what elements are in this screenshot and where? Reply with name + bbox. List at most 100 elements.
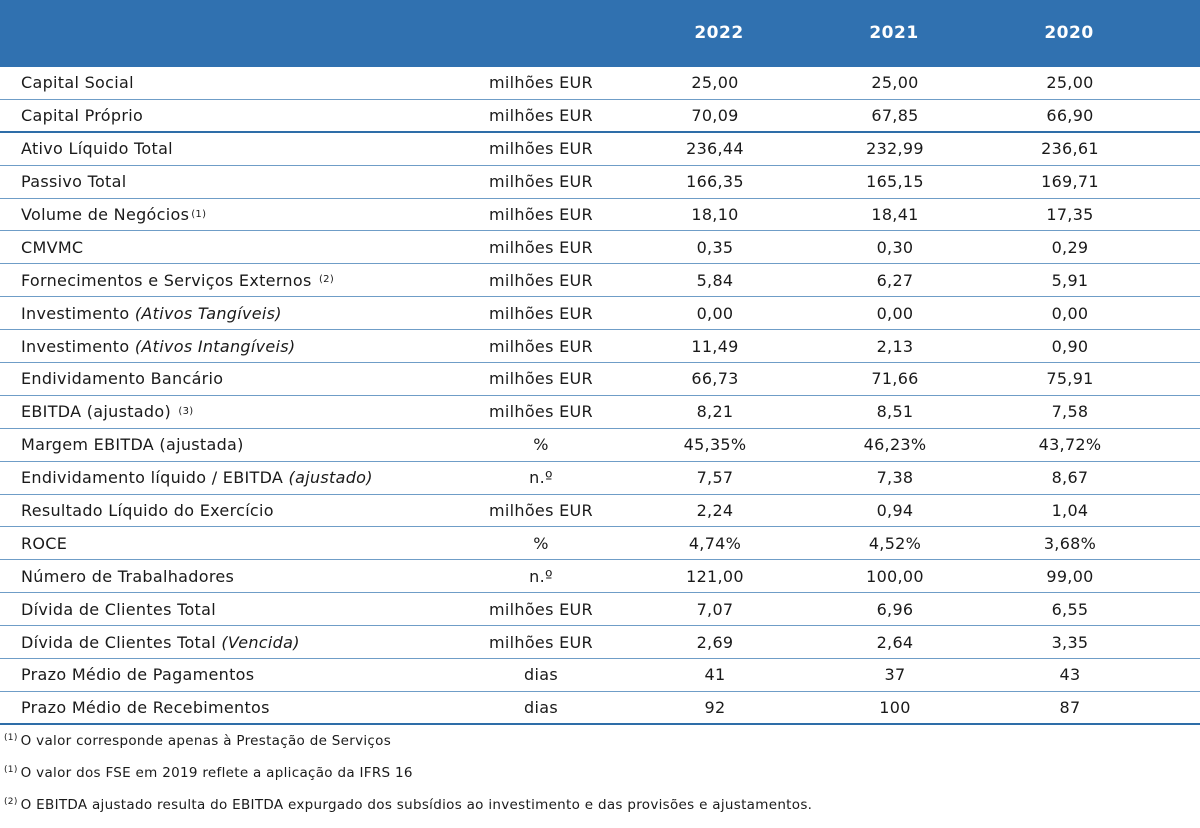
value-2021: 0,30 <box>876 237 914 257</box>
row-label-text: CMVMC <box>21 237 84 257</box>
table-row: Investimento (Ativos Tangíveis) milhões E… <box>0 297 1200 331</box>
row-label: Margem EBITDA (ajustada) <box>21 429 244 461</box>
unit-cell: milhões EUR <box>489 369 593 389</box>
row-label-text: Número de Trabalhadores <box>21 566 235 586</box>
value-2022: 11,49 <box>691 336 739 356</box>
value-2020: 0,29 <box>1051 237 1089 257</box>
unit-cell: milhões EUR <box>489 105 593 125</box>
value-2022: 45,35% <box>683 435 747 455</box>
row-label-text: Volume de Negócios <box>21 205 190 224</box>
value-2021: 7,38 <box>876 468 914 488</box>
value-2022: 2,69 <box>696 632 734 652</box>
value-2021: 18,41 <box>871 205 919 224</box>
value-2022: 18,10 <box>691 205 739 224</box>
value-2021: 6,96 <box>876 599 914 619</box>
row-label-text: Investimento <box>21 336 135 356</box>
value-2022: 121,00 <box>686 566 744 586</box>
value-2022: 4,74% <box>688 533 742 553</box>
value-2022: 8,21 <box>696 402 734 422</box>
value-2021: 8,51 <box>876 402 914 422</box>
unit-cell: n.º <box>529 468 553 488</box>
row-label-italic: (Vencida) <box>221 632 300 652</box>
footnote-3-marker: (2) <box>4 796 18 807</box>
value-2021: 37 <box>884 665 906 685</box>
row-label-text: Endividamento Bancário <box>21 369 224 389</box>
row-label: Fornecimentos e Serviços Externos (2) <box>21 270 335 290</box>
row-label-italic: (Ativos Tangíveis) <box>134 303 282 323</box>
footnote-2: (1) O valor dos FSE em 2019 reflete a apl… <box>4 765 413 781</box>
value-2022: 236,44 <box>686 139 744 159</box>
table-row: Endividamento líquido / EBITDA (ajustado… <box>0 462 1200 495</box>
value-2020: 0,00 <box>1051 303 1089 323</box>
row-label-text: Fornecimentos e Serviços Externos <box>21 270 317 290</box>
unit-cell: milhões EUR <box>489 402 593 422</box>
table-row: Passivo Total milhões EUR 166,35 165,15 169,… <box>0 166 1200 199</box>
value-2020: 3,35 <box>1051 632 1089 652</box>
table-row: Dívida de Clientes Total milhões EUR 7,07 6… <box>0 593 1200 627</box>
value-2020: 3,68% <box>1043 533 1097 553</box>
footnote-3-text: O EBITDA ajustado resulta do EBITDA expu… <box>20 797 813 813</box>
row-label-text: Investimento <box>21 303 135 323</box>
unit-cell: n.º <box>529 566 553 586</box>
row-label: Número de Trabalhadores <box>21 560 234 592</box>
table-row: Fornecimentos e Serviços Externos (2) mil… <box>0 264 1200 298</box>
value-2022: 2,24 <box>696 501 734 521</box>
unit-cell: milhões EUR <box>489 172 593 192</box>
row-label-text: Passivo Total <box>21 172 127 192</box>
footnote-2-marker: (1) <box>4 764 18 775</box>
table-row: Prazo Médio de Recebimentos dias 92 100 87 <box>0 692 1200 725</box>
value-2022: 25,00 <box>691 73 739 93</box>
value-2021: 165,15 <box>866 172 924 192</box>
row-label: Prazo Médio de Pagamentos <box>21 659 254 691</box>
value-2021: 0,00 <box>876 303 914 323</box>
row-label: CMVMC <box>21 231 83 263</box>
row-label: ROCE <box>21 527 67 559</box>
value-2021: 4,52% <box>868 533 922 553</box>
value-2021: 100 <box>879 697 911 717</box>
column-header-2022: 2022 <box>694 23 744 43</box>
table-row: Ativo Líquido Total milhões EUR 236,44 232,… <box>0 133 1200 166</box>
row-label: Dívida de Clientes Total <box>21 593 216 625</box>
row-label-text: Prazo Médio de Recebimentos <box>21 697 270 717</box>
value-2020: 7,58 <box>1051 402 1089 422</box>
unit-cell: milhões EUR <box>489 336 593 356</box>
value-2020: 1,04 <box>1051 501 1089 521</box>
row-label-text: Prazo Médio de Pagamentos <box>21 665 255 685</box>
value-2021: 0,94 <box>876 501 914 521</box>
value-2021: 46,23% <box>863 435 927 455</box>
value-2021: 67,85 <box>871 105 919 125</box>
row-label-text: Endividamento líquido / EBITDA <box>21 468 289 488</box>
value-2020: 66,90 <box>1046 105 1094 125</box>
unit-cell: milhões EUR <box>489 237 593 257</box>
row-label-text: Resultado Líquido do Exercício <box>21 501 274 521</box>
table-row: Resultado Líquido do Exercício milhões EU… <box>0 495 1200 528</box>
value-2022: 0,00 <box>696 303 734 323</box>
footnote-2-text: O valor dos FSE em 2019 reflete a aplica… <box>20 765 413 781</box>
footnote-1-marker: (1) <box>4 732 18 743</box>
table-row: Capital Próprio milhões EUR 70,09 67,85 66,9… <box>0 100 1200 133</box>
row-label: Capital Próprio <box>21 100 143 131</box>
row-label: Ativo Líquido Total <box>21 133 173 165</box>
value-2022: 70,09 <box>691 105 739 125</box>
row-label: Dívida de Clientes Total (Vencida) <box>21 626 300 658</box>
table-row: EBITDA (ajustado) (3) milhões EUR 8,21 8,51… <box>0 396 1200 429</box>
row-label: Prazo Médio de Recebimentos <box>21 692 270 723</box>
value-2020: 17,35 <box>1046 205 1094 224</box>
value-2021: 2,13 <box>876 336 914 356</box>
unit-cell: % <box>533 533 549 553</box>
row-label: Investimento (Ativos Intangíveis) <box>21 330 295 362</box>
table-header: 2022 2021 2020 <box>0 0 1200 67</box>
row-label-text: Capital Próprio <box>21 105 144 125</box>
value-2020: 43 <box>1059 665 1081 685</box>
table-row: Margem EBITDA (ajustada)% 45,35% 46,23% 43,… <box>0 429 1200 462</box>
row-label: Investimento (Ativos Tangíveis) <box>21 297 282 329</box>
table-row: Volume de Negócios (1) milhões EUR 18,10 18,… <box>0 199 1200 232</box>
row-label-text: Ativo Líquido Total <box>21 139 173 159</box>
unit-cell: milhões EUR <box>489 73 593 93</box>
unit-cell: dias <box>524 697 558 717</box>
value-2020: 99,00 <box>1046 566 1094 586</box>
row-label-text: Margem EBITDA (ajustada) <box>21 435 244 455</box>
value-2022: 41 <box>704 665 726 685</box>
value-2022: 7,07 <box>696 599 734 619</box>
unit-cell: milhões EUR <box>489 270 593 290</box>
